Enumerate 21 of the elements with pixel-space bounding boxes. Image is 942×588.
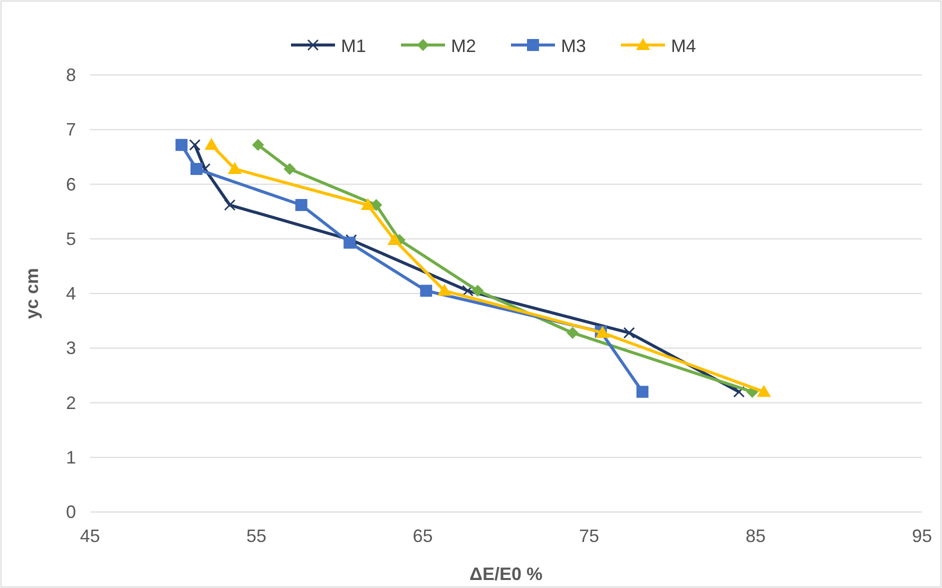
- x-tick-label: 55: [246, 526, 266, 546]
- y-tick-label: 8: [66, 65, 76, 85]
- x-tick-label: 85: [746, 526, 766, 546]
- y-tick-label: 5: [66, 228, 76, 249]
- y-tick-label: 3: [66, 338, 76, 358]
- y-tick-label: 1: [66, 447, 76, 468]
- x-tick-label: 45: [80, 526, 100, 546]
- legend-label: M4: [671, 36, 696, 56]
- legend-label: M1: [341, 36, 366, 56]
- x-tick-label: 95: [912, 526, 932, 546]
- x-axis-title: ΔE/E0 %: [470, 564, 542, 584]
- y-tick-label: 0: [66, 502, 76, 522]
- y-tick-label: 6: [66, 174, 76, 194]
- x-tick-label: 65: [412, 526, 433, 546]
- y-tick-label: 7: [66, 120, 76, 140]
- y-axis-title: yc cm: [22, 268, 42, 320]
- y-tick-label: 4: [66, 284, 76, 304]
- legend-label: M3: [561, 36, 586, 56]
- legend-label: M2: [451, 36, 476, 56]
- y-tick-label: 2: [66, 392, 76, 413]
- x-tick-label: 75: [579, 526, 600, 546]
